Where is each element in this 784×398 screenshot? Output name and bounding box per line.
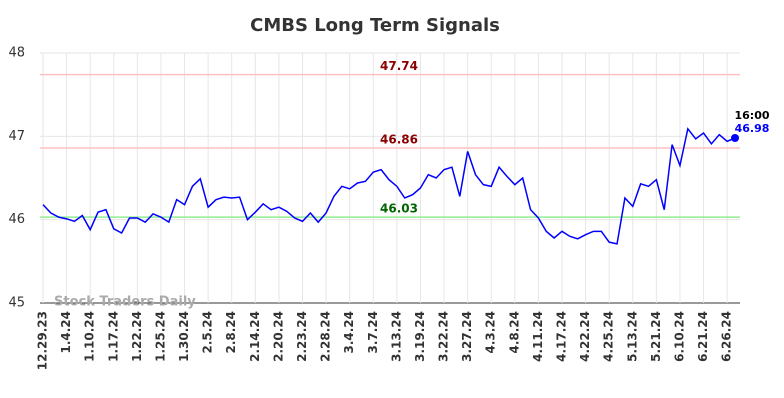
x-tick-label: 3.22.24	[437, 311, 451, 362]
x-tick-label: 6.26.24	[720, 311, 734, 362]
watermark: Stock Traders Daily	[54, 295, 196, 310]
x-tick-label: 3.4.24	[342, 311, 356, 354]
x-tick-label: 6.10.24	[672, 311, 686, 362]
x-tick-label: 1.22.24	[130, 311, 144, 362]
x-tick-label: 3.13.24	[389, 311, 403, 362]
x-tick-label: 1.10.24	[83, 311, 97, 362]
chart-title: CMBS Long Term Signals	[250, 15, 500, 36]
x-tick-label: 4.17.24	[555, 311, 569, 362]
x-tick-label: 3.27.24	[460, 311, 474, 362]
x-tick-label: 4.25.24	[602, 311, 616, 362]
y-tick-label: 47	[8, 129, 25, 144]
x-tick-label: 5.13.24	[625, 311, 639, 362]
x-tick-label: 2.23.24	[295, 311, 309, 362]
y-tick-label: 45	[8, 296, 25, 311]
signal-label: 46.86	[380, 133, 418, 147]
signal-label: 47.74	[380, 59, 418, 73]
last-value: 46.98	[735, 122, 770, 135]
x-tick-label: 1.17.24	[106, 311, 120, 362]
x-tick-label: 4.3.24	[484, 311, 498, 354]
x-tick-label: 1.4.24	[59, 311, 73, 354]
x-tick-label: 4.11.24	[531, 311, 545, 362]
x-tick-label: 4.8.24	[507, 311, 521, 354]
last-point	[731, 134, 739, 142]
price-line	[42, 127, 736, 245]
x-tick-label: 5.21.24	[649, 311, 663, 362]
x-tick-label: 12.29.23	[36, 311, 50, 370]
y-tick-label: 48	[8, 46, 25, 61]
x-tick-label: 2.20.24	[271, 311, 285, 362]
x-tick-label: 2.5.24	[201, 311, 215, 354]
x-tick-label: 4.22.24	[578, 311, 592, 362]
x-tick-label: 6.21.24	[696, 311, 710, 362]
last-time: 16:00	[734, 109, 769, 122]
signal-label: 46.03	[380, 202, 418, 216]
y-tick-label: 46	[8, 212, 25, 227]
x-tick-label: 3.19.24	[413, 311, 427, 362]
x-tick-label: 1.25.24	[153, 311, 167, 362]
x-tick-label: 1.30.24	[177, 311, 191, 362]
x-tick-label: 2.28.24	[319, 311, 333, 362]
x-tick-label: 2.8.24	[224, 311, 238, 354]
x-tick-label: 3.7.24	[366, 311, 380, 354]
x-tick-label: 2.14.24	[248, 311, 262, 362]
